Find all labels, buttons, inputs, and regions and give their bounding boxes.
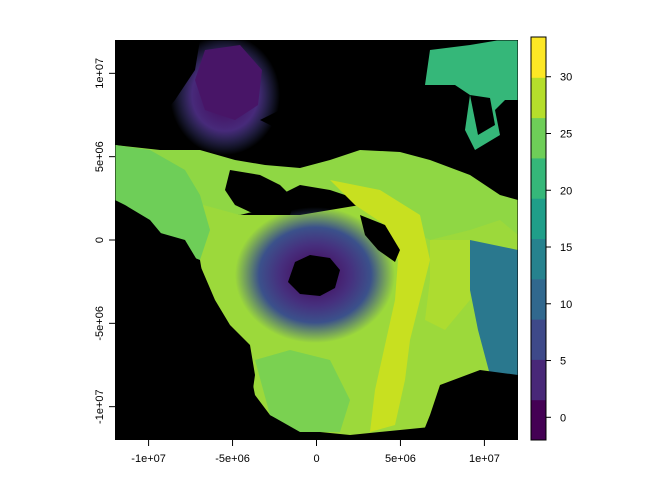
x-tick-label: -5e+06: [215, 453, 250, 465]
colorbar-tick-label: 25: [560, 128, 572, 140]
colorbar-tick-label: 5: [560, 356, 566, 368]
ocean-field-west: [115, 145, 210, 260]
colorbar-swatch: [531, 37, 546, 78]
y-tick-label: 0: [94, 237, 106, 243]
colorbar-swatch: [531, 359, 546, 401]
y-tick-label: -5e+06: [94, 306, 106, 341]
colorbar-swatch: [531, 77, 546, 119]
colorbar-tick-label: 30: [560, 72, 572, 84]
landmass-northwest: [115, 40, 200, 138]
colorbar-swatch: [531, 198, 546, 239]
colorbar-tick-label: 10: [560, 299, 572, 311]
colorbar: 0 5 10 15 20 25 30: [530, 36, 572, 441]
ocean-field-warm-band: [330, 180, 430, 432]
x-axis: -1e+07 -5e+06 0 5e+06 1e+07: [131, 440, 500, 465]
x-tick-label: 0: [313, 453, 319, 465]
arctic-core: [195, 45, 262, 120]
y-tick-label: 1e+07: [94, 58, 106, 89]
colorbar-frame: [530, 36, 547, 441]
colorbar-swatch: [531, 238, 546, 280]
colorbar-ticks: 0 5 10 15 20 25 30: [546, 72, 572, 424]
landmass-west: [115, 230, 255, 440]
y-tick-label: 5e+06: [94, 141, 106, 172]
x-tick-label: 1e+07: [469, 453, 500, 465]
northeast-patch-detail: [470, 95, 495, 135]
colorbar-swatch: [531, 117, 546, 159]
y-tick-label: -1e+07: [94, 389, 106, 424]
ocean-field-southwest: [255, 350, 350, 432]
colorbar-swatch: [531, 278, 546, 320]
central-no-data: [288, 255, 340, 296]
map-panel: [115, 40, 518, 440]
colorbar-swatch: [531, 157, 546, 199]
ocean-field-mid-east: [425, 240, 470, 330]
colorbar-tick-label: 0: [560, 412, 566, 424]
landmass-southeast: [420, 370, 518, 440]
x-tick-label: -1e+07: [131, 453, 166, 465]
colorbar-swatch: [531, 399, 546, 441]
colorbar-tick-label: 15: [560, 242, 572, 254]
landmass-africa: [225, 170, 295, 215]
northeast-patch: [425, 40, 518, 150]
colorbar-swatches: [531, 37, 546, 441]
ocean-field-east: [470, 240, 518, 390]
colorbar-tick-label: 20: [560, 185, 572, 197]
ocean-field-north: [115, 145, 518, 300]
landmass-indonesia: [360, 215, 400, 262]
y-axis: -1e+07 -5e+06 0 5e+06 1e+07: [94, 58, 115, 424]
colorbar-swatch: [531, 319, 546, 360]
x-tick-label: 5e+06: [385, 453, 416, 465]
